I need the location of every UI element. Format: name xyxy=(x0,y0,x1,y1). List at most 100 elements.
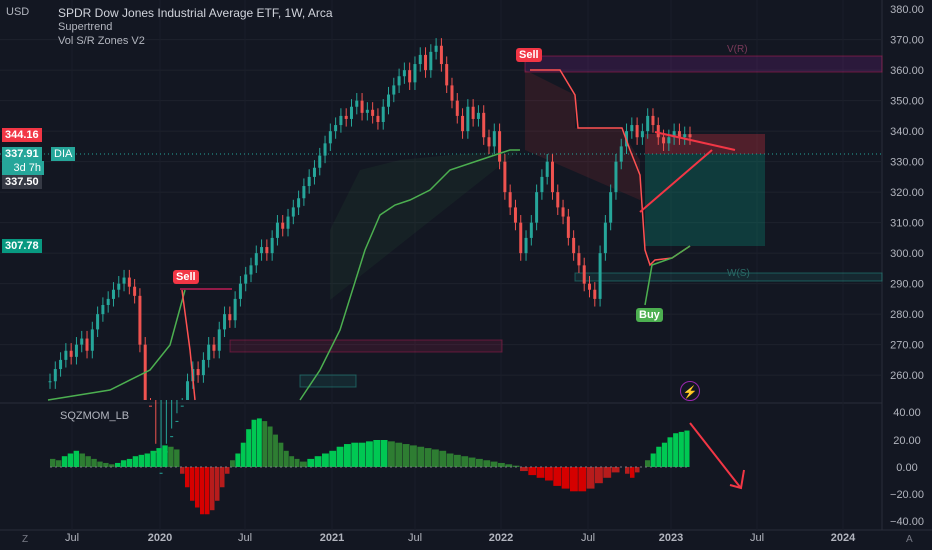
momentum-bar xyxy=(267,426,273,467)
candle-body xyxy=(127,277,131,287)
candle-body xyxy=(461,115,465,132)
price-tick-label: 320.00 xyxy=(890,187,924,199)
momentum-bar xyxy=(278,442,284,467)
momentum-bar xyxy=(358,442,366,467)
momentum-bar xyxy=(561,467,570,489)
candle-body xyxy=(312,167,316,177)
time-axis[interactable]: Jul 2020 Jul 2021 Jul 2022 Jul 2023 Jul 2024 xyxy=(65,532,856,544)
resistance-zone-old xyxy=(229,339,503,353)
candle-body xyxy=(498,131,502,162)
candle-body xyxy=(434,45,438,52)
candle-body xyxy=(609,192,613,223)
time-tick-label: 2024 xyxy=(831,532,856,544)
candle-body xyxy=(59,359,63,370)
candle-body xyxy=(466,106,470,132)
momentum-bar xyxy=(195,467,200,508)
price-axis[interactable]: 380.00 370.00 360.00 350.00 340.00 330.00 320.… xyxy=(890,4,924,382)
candle-body xyxy=(550,161,554,193)
candle-body xyxy=(307,176,311,187)
oscillator-title[interactable]: SQZMOM_LB xyxy=(60,410,130,422)
candle-body xyxy=(148,405,152,407)
momentum-bar xyxy=(61,456,68,467)
supertrend-down-2022 xyxy=(530,69,691,267)
candle-body xyxy=(180,405,184,407)
momentum-bar xyxy=(595,467,603,484)
momentum-bar xyxy=(246,429,252,467)
momentum-bar xyxy=(635,467,640,473)
indicator-supertrend[interactable]: Supertrend xyxy=(58,21,113,33)
momentum-bar xyxy=(432,449,439,467)
candle-body xyxy=(556,192,560,208)
momentum-bar xyxy=(545,467,553,481)
momentum-bar xyxy=(150,450,156,467)
momentum-bar xyxy=(678,431,684,467)
symbol-tag: DIA xyxy=(51,147,76,161)
candle-body xyxy=(598,253,602,299)
candle-body xyxy=(588,283,592,290)
supertrend-up-2021 xyxy=(299,149,520,401)
momentum-bar xyxy=(388,441,395,467)
momentum-bar xyxy=(185,467,190,488)
momentum-bar xyxy=(536,467,545,478)
indicator-vol-sr-zones[interactable]: Vol S/R Zones V2 xyxy=(58,35,145,47)
supertrend-fill-down xyxy=(525,70,640,200)
momentum-bar xyxy=(351,442,359,467)
price-tick-label: 310.00 xyxy=(890,218,924,230)
candles[interactable] xyxy=(48,38,692,474)
momentum-bar xyxy=(673,433,679,467)
momentum-bar xyxy=(180,467,185,474)
candle-body xyxy=(371,109,375,116)
price-tick-label: 360.00 xyxy=(890,65,924,77)
momentum-bar xyxy=(251,419,257,467)
candle-body xyxy=(101,305,105,315)
candle-body xyxy=(683,134,687,138)
price-tick-label: 300.00 xyxy=(890,248,924,260)
time-tick-label: Jul xyxy=(750,532,764,544)
timezone-button[interactable]: Z xyxy=(22,534,29,545)
momentum-bar xyxy=(578,467,587,492)
candle-body xyxy=(540,176,544,193)
lightning-icon[interactable]: ⚡ xyxy=(680,381,700,401)
momentum-bar xyxy=(439,450,447,467)
candle-body xyxy=(635,125,639,138)
candle-body xyxy=(238,283,242,299)
momentum-bar xyxy=(586,467,595,489)
momentum-bar xyxy=(138,454,145,467)
momentum-bar xyxy=(314,456,322,467)
price-tick-label: 350.00 xyxy=(890,96,924,108)
candle-body xyxy=(418,54,422,65)
candle-body xyxy=(111,289,115,299)
candle-body xyxy=(376,115,380,122)
momentum-bar xyxy=(630,467,635,478)
momentum-bar xyxy=(162,445,168,467)
candle-body xyxy=(688,134,692,138)
candle-body xyxy=(286,216,290,229)
auto-scale-button[interactable]: A xyxy=(906,534,913,545)
momentum-bar xyxy=(240,442,246,467)
candle-body xyxy=(603,222,607,254)
candle-body xyxy=(138,295,142,345)
momentum-bar xyxy=(395,442,403,467)
candle-body xyxy=(508,192,512,208)
bar-countdown: 3d 7h xyxy=(2,161,44,175)
candle-body xyxy=(344,115,348,119)
candle-body xyxy=(355,100,359,107)
momentum-bar xyxy=(289,456,295,467)
time-tick-label: Jul xyxy=(408,532,422,544)
sell-signal-label: Sell xyxy=(516,48,542,62)
price-tick-label: 280.00 xyxy=(890,309,924,321)
chart-title[interactable]: SPDR Dow Jones Industrial Average ETF, 1… xyxy=(58,6,333,20)
candle-body xyxy=(349,106,353,119)
momentum-bar xyxy=(91,458,97,467)
momentum-bar xyxy=(307,458,315,467)
momentum-bar xyxy=(553,467,562,486)
candle-body xyxy=(487,137,491,147)
drawings[interactable] xyxy=(639,131,736,213)
momentum-bar xyxy=(667,437,673,467)
candle-body xyxy=(572,237,576,254)
currency-label: USD xyxy=(6,6,30,18)
time-tick-label: Jul xyxy=(581,532,595,544)
momentum-bar xyxy=(611,467,620,473)
oscillator-axis[interactable]: 40.00 20.00 0.00 −20.00 −40.00 xyxy=(890,407,924,528)
